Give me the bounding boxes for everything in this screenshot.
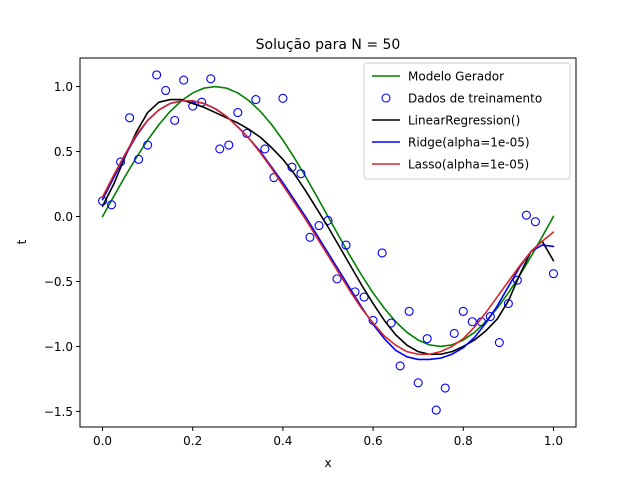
- legend-entry-0: Modelo Gerador: [408, 70, 504, 84]
- x-axis-label: x: [324, 456, 331, 470]
- legend-entry-2: LinearRegression(): [408, 114, 520, 128]
- scatter-point: [494, 337, 504, 348]
- scatter-point: [485, 312, 495, 322]
- y-tick-label: 1.0: [54, 80, 73, 94]
- x-tick-label: 0.6: [364, 434, 383, 448]
- scatter-point: [179, 75, 189, 85]
- legend-entry-4: Lasso(alpha=1e-05): [408, 158, 529, 172]
- y-tick-label: −0.5: [44, 275, 73, 289]
- x-tick-label: 0.2: [183, 434, 202, 448]
- x-tick-label: 1.0: [544, 434, 563, 448]
- scatter-point: [125, 113, 135, 123]
- scatter-point: [413, 378, 423, 388]
- scatter-point: [548, 269, 559, 279]
- scatter-point: [161, 85, 171, 96]
- scatter-point: [296, 169, 306, 179]
- scatter-point: [152, 70, 162, 80]
- y-tick-label: 0.0: [54, 210, 73, 224]
- scatter-point: [521, 210, 531, 220]
- axes-frame: [79, 57, 577, 428]
- scatter-point: [260, 144, 270, 154]
- scatter-point: [449, 328, 459, 339]
- scatter-point: [422, 334, 432, 344]
- scatter-point: [314, 221, 324, 231]
- scatter-point: [251, 95, 261, 105]
- scatter-point: [107, 200, 117, 210]
- scatter-point: [431, 405, 441, 415]
- plot-area: [98, 70, 559, 415]
- scatter-point: [458, 306, 468, 316]
- scatter-point: [215, 144, 225, 154]
- y-tick-label: 0.5: [54, 145, 73, 159]
- scatter-point: [143, 140, 153, 150]
- legend-entry-1: Dados de treinamento: [408, 92, 542, 106]
- axes: 0.0 0.2 0.4 0.6 0.8 1.0 −1.5 −1.0 −0.5 0.0 0.5 1.0: [44, 57, 577, 448]
- scatter-point: [278, 93, 288, 103]
- series-line-4: [101, 100, 555, 356]
- series-line-2: [101, 98, 555, 356]
- scatter-point: [377, 248, 387, 258]
- scatter-point: [440, 383, 450, 393]
- scatter-point: [305, 232, 315, 242]
- legend-marker-1: [381, 93, 391, 103]
- scatter-point: [206, 74, 216, 84]
- x-tick-label: 0.0: [93, 434, 112, 448]
- scatter-point: [530, 217, 540, 227]
- scatter-point: [467, 317, 477, 327]
- scatter-point: [224, 140, 234, 150]
- legend: Modelo Gerador Dados de treinamento Linear…: [363, 62, 571, 180]
- y-axis-label: t: [15, 239, 29, 244]
- scatter-point: [359, 292, 369, 302]
- scatter-point: [512, 275, 522, 285]
- legend-box: [363, 62, 571, 180]
- legend-entry-3: Ridge(alpha=1e-05): [408, 136, 530, 150]
- scatter-point: [404, 306, 414, 316]
- scatter-point: [170, 115, 180, 125]
- y-tick-label: −1.0: [44, 340, 73, 354]
- scatter-point: [233, 108, 243, 118]
- scatter-point: [332, 274, 342, 284]
- scatter-point: [188, 101, 198, 111]
- scatter-point: [395, 361, 405, 371]
- y-tick-label: −1.5: [44, 405, 73, 419]
- x-tick-label: 0.8: [454, 434, 473, 448]
- x-tick-label: 0.4: [273, 434, 292, 448]
- scatter-point: [134, 154, 144, 164]
- chart-title: Solução para N = 50: [256, 37, 401, 53]
- scatter-point: [341, 240, 351, 250]
